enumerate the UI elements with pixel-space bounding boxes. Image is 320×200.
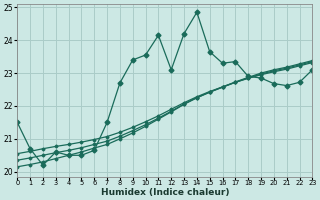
X-axis label: Humidex (Indice chaleur): Humidex (Indice chaleur)	[100, 188, 229, 197]
